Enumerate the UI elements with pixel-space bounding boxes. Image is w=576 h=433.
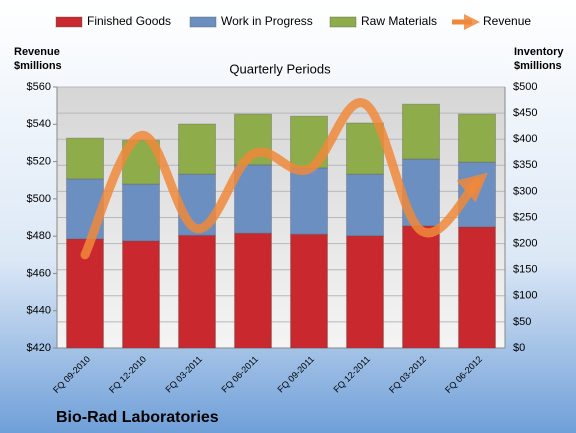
y2-tick-label: $500 xyxy=(513,81,537,93)
y2-axis-label: $millions xyxy=(514,60,562,72)
y-tick-label: $540 xyxy=(27,118,51,130)
bar-segment xyxy=(402,225,440,349)
y-tick-label: $500 xyxy=(27,193,51,205)
bar-segment xyxy=(66,137,104,180)
y-tick-label: $520 xyxy=(27,155,51,167)
chart-title: Quarterly Periods xyxy=(229,61,331,76)
y-tick-label: $440 xyxy=(27,305,51,317)
y-axis-label: $millions xyxy=(14,60,62,72)
bar-segment xyxy=(122,240,160,349)
y2-tick-label: $50 xyxy=(513,316,531,328)
legend-swatch xyxy=(329,16,357,28)
legend-label: Finished Goods xyxy=(87,14,171,28)
y-tick-label: $480 xyxy=(27,230,51,242)
legend-label: Revenue xyxy=(483,14,531,28)
bar-segment xyxy=(122,183,160,242)
bar-segment xyxy=(346,173,384,237)
y2-tick-label: $350 xyxy=(513,159,537,171)
bar-segment xyxy=(458,113,496,163)
y2-tick-label: $400 xyxy=(513,133,537,145)
bar-segment xyxy=(346,235,384,349)
y2-tick-label: $100 xyxy=(513,290,537,302)
legend-label: Raw Materials xyxy=(361,14,437,28)
y-tick-label: $560 xyxy=(27,81,51,93)
y2-tick-label: $250 xyxy=(513,211,537,223)
y2-tick-label: $200 xyxy=(513,238,537,250)
y2-axis-label: Inventory xyxy=(514,46,564,58)
legend-swatch xyxy=(55,16,83,28)
bar-segment xyxy=(178,234,216,349)
footer: Bio-Rad Laboratories xyxy=(56,409,219,426)
y2-tick-label: $300 xyxy=(513,185,537,197)
bar-segment xyxy=(290,233,328,349)
y-tick-label: $460 xyxy=(27,267,51,279)
y-axis-label: Revenue xyxy=(14,46,60,58)
bar-segment xyxy=(458,226,496,349)
bar-segment xyxy=(402,103,440,160)
y-tick-label: $420 xyxy=(27,342,51,354)
y2-tick-label: $150 xyxy=(513,264,537,276)
y2-tick-label: $0 xyxy=(513,342,525,354)
bar-segment xyxy=(178,123,216,175)
bar-segment xyxy=(290,167,328,235)
revenue-line xyxy=(80,98,488,260)
bar-segment xyxy=(234,232,272,349)
y2-tick-label: $450 xyxy=(513,107,537,119)
legend-label: Work in Progress xyxy=(221,14,313,28)
bar-segment xyxy=(66,238,104,349)
legend-swatch xyxy=(189,16,217,28)
